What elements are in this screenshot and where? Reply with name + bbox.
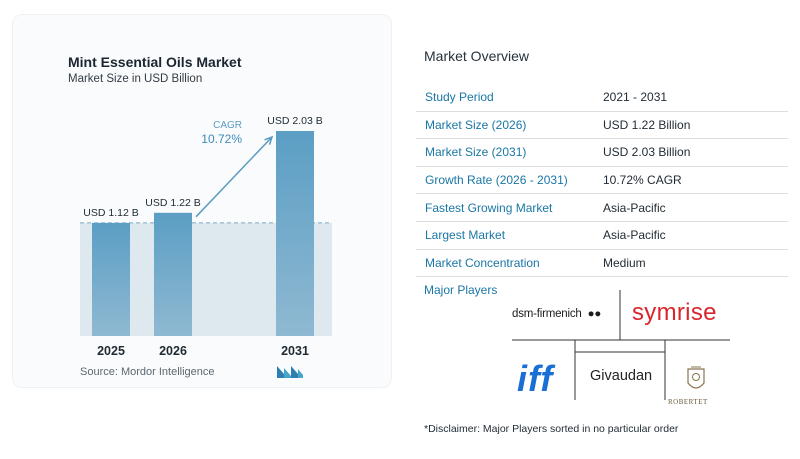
tick-label-2026: 2026	[159, 344, 187, 358]
data-label-2026: USD 1.22 B	[145, 197, 200, 209]
chart-title: Mint Essential Oils Market	[68, 54, 242, 70]
overview-row: Largest Market Asia-Pacific	[416, 222, 788, 250]
disclaimer-text: *Disclaimer: Major Players sorted in no …	[424, 423, 679, 435]
overview-row: Market Size (2026) USD 1.22 Billion	[416, 112, 788, 140]
overview-value: Asia-Pacific	[603, 228, 666, 243]
bar-2026	[154, 212, 192, 336]
overview-value: Asia-Pacific	[603, 200, 666, 215]
overview-row: Market Size (2031) USD 2.03 Billion	[416, 139, 788, 167]
data-label-2025: USD 1.12 B	[83, 207, 138, 219]
overview-title: Market Overview	[424, 48, 530, 64]
bar-2031	[276, 131, 314, 336]
overview-label: Market Size (2031)	[425, 145, 527, 160]
chart-subtitle: Market Size in USD Billion	[68, 73, 203, 85]
data-label-2031: USD 2.03 B	[267, 115, 322, 127]
logo-dsm-firmenich: dsm-firmenich ●●	[512, 308, 601, 320]
cagr-arrow	[195, 136, 273, 218]
bar-2025	[92, 222, 130, 336]
overview-value: Medium	[603, 255, 646, 270]
robertet-emblem-icon	[687, 366, 705, 389]
logo-dsm-text: dsm-firmenich	[512, 308, 582, 320]
tick-label-2025: 2025	[97, 344, 125, 358]
source-text: Source: Mordor Intelligence	[80, 366, 215, 378]
logo-robertet: ROBERTET	[668, 398, 708, 406]
major-players-title: Major Players	[424, 283, 498, 297]
mordor-logo-icon	[277, 366, 303, 378]
overview-value: USD 2.03 Billion	[603, 145, 691, 160]
overview-label: Study Period	[425, 90, 494, 105]
overview-row: Market Concentration Medium	[416, 250, 788, 278]
overview-value: 10.72% CAGR	[603, 173, 682, 188]
dsm-dots-icon: ●●	[587, 308, 602, 320]
tick-label-2031: 2031	[281, 344, 309, 358]
overview-label: Largest Market	[425, 228, 506, 243]
logo-symrise: symrise	[632, 299, 717, 326]
cagr-arrow-head-icon	[264, 135, 274, 145]
cagr-value: 10.72%	[201, 132, 242, 146]
logo-iff: iff	[517, 358, 554, 399]
overview-label: Growth Rate (2026 - 2031)	[425, 173, 568, 188]
overview-value: USD 1.22 Billion	[603, 117, 691, 132]
overview-value: 2021 - 2031	[603, 90, 668, 105]
overview-label: Market Size (2026)	[425, 117, 527, 132]
cagr-label: CAGR	[213, 120, 242, 131]
overview-label: Market Concentration	[425, 255, 540, 270]
overview-row: Growth Rate (2026 - 2031) 10.72% CAGR	[416, 167, 788, 195]
bar-chart: USD 1.12 B 2025 USD 1.22 B 2026 USD 2.03 B 20…	[80, 115, 332, 358]
overview-row: Study Period 2021 - 2031	[416, 84, 788, 112]
logo-givaudan: Givaudan	[590, 368, 653, 384]
overview-table: Study Period 2021 - 2031 Market Size (20…	[416, 84, 788, 278]
overview-row: Fastest Growing Market Asia-Pacific	[416, 194, 788, 222]
overview-label: Fastest Growing Market	[425, 200, 553, 215]
